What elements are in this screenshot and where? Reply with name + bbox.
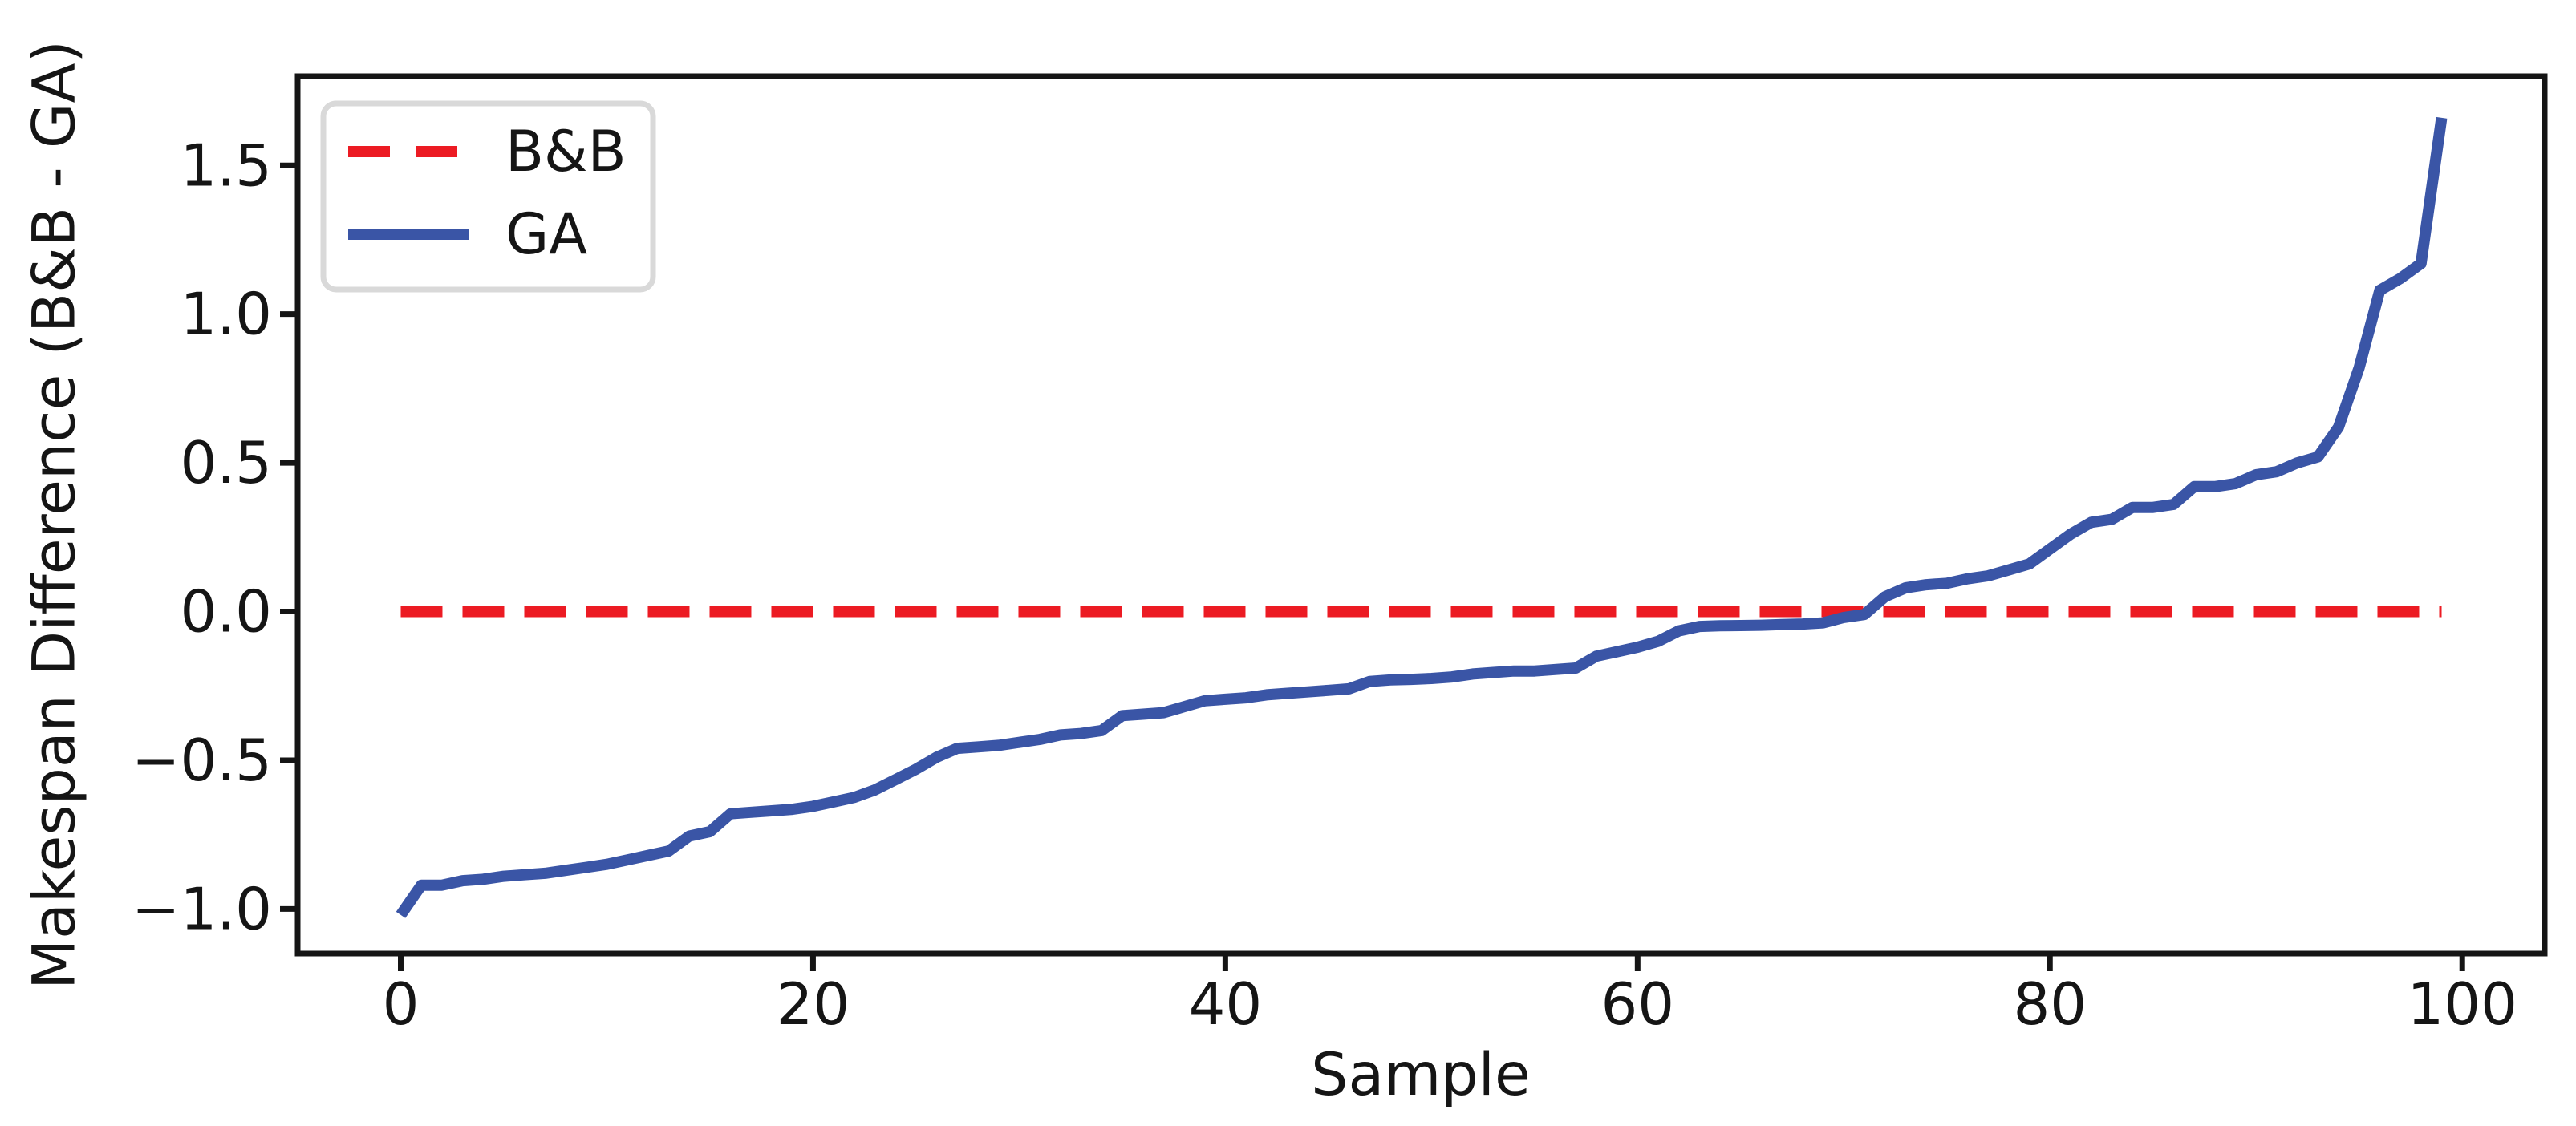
x-tick-label: 0 [383, 970, 420, 1038]
x-tick-label: 40 [1189, 970, 1263, 1038]
y-axis-label: Makespan Difference (B&B - GA) [21, 40, 89, 990]
x-tick-label: 80 [2013, 970, 2087, 1038]
x-axis-ticks: 0 20 40 60 80 100 [383, 955, 2517, 1038]
x-tick-label: 100 [2407, 970, 2517, 1038]
x-tick-label: 20 [777, 970, 850, 1038]
plot-border [294, 73, 2548, 957]
y-tick-label: 1.5 [180, 132, 272, 199]
legend-box [320, 100, 656, 293]
y-tick-label: 0.0 [180, 578, 272, 646]
legend-ga-label: GA [505, 201, 587, 267]
y-axis-ticks: 1.5 1.0 0.5 0.0 −0.5 −1.0 [132, 132, 296, 942]
legend: B&B GA [320, 100, 656, 293]
legend-bb-label: B&B [505, 119, 627, 184]
ga-series-line [396, 116, 2448, 918]
x-axis-label: Sample [1311, 1041, 1531, 1109]
y-tick-label: 1.0 [180, 281, 272, 348]
y-tick-label: 0.5 [180, 429, 272, 496]
y-tick-label: −1.0 [132, 875, 272, 942]
x-tick-label: 60 [1601, 970, 1675, 1038]
y-tick-label: −0.5 [132, 727, 272, 794]
